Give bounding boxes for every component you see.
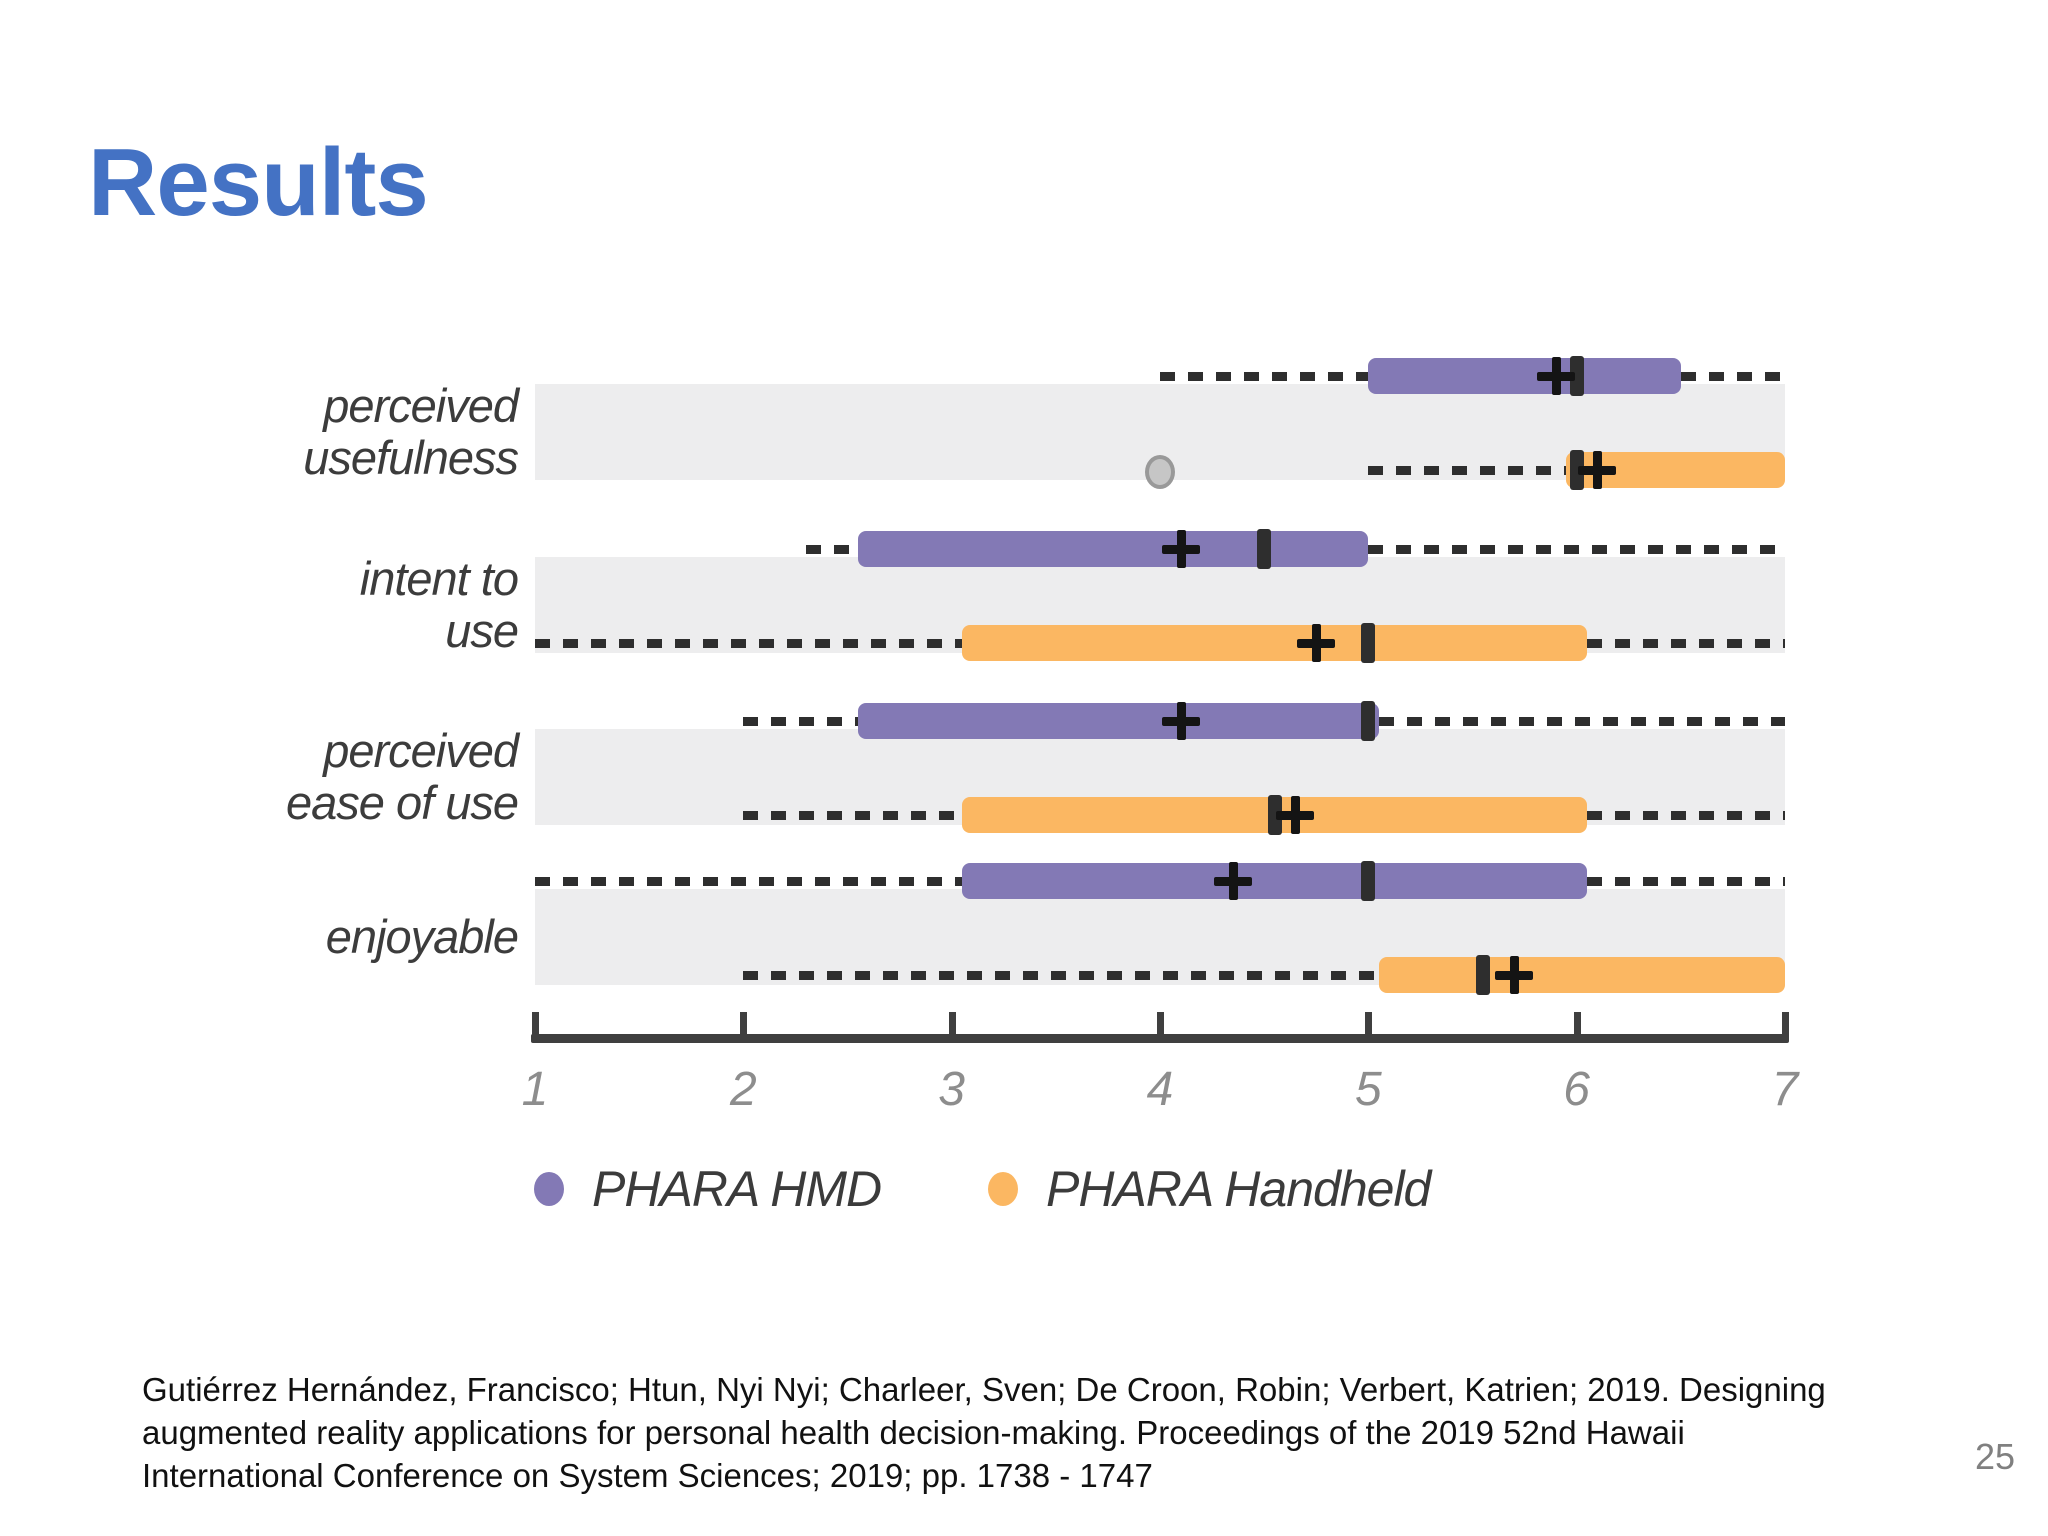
- category-label-line: ease of use: [285, 776, 519, 829]
- mean-marker: [1213, 862, 1252, 900]
- legend-label: PHARA HMD: [592, 1161, 882, 1217]
- x-axis-tick: [1365, 1012, 1373, 1038]
- box-handheld: [962, 625, 1588, 661]
- median-mark: [1257, 529, 1272, 569]
- citation: Gutiérrez Hernández, Francisco; Htun, Ny…: [142, 1368, 1826, 1497]
- box-hmd: [857, 531, 1369, 567]
- x-axis-tick: [532, 1012, 539, 1038]
- category-label: enjoyable: [100, 910, 519, 963]
- x-axis-tick-label: 4: [1146, 1063, 1174, 1116]
- x-axis-tick: [1573, 1012, 1581, 1038]
- category-label-line: usefulness: [303, 431, 519, 484]
- whisker-high: [1587, 639, 1785, 648]
- whisker-high: [1680, 372, 1785, 381]
- whisker-low: [743, 717, 858, 726]
- category-label-line: perceived: [323, 724, 519, 777]
- x-axis-tick: [948, 1012, 956, 1038]
- x-axis-tick-label: 6: [1563, 1063, 1590, 1116]
- whisker-low: [743, 811, 963, 820]
- legend-label: PHARA Handheld: [1046, 1161, 1431, 1217]
- category-label-line: enjoyable: [325, 910, 519, 963]
- median-mark: [1569, 450, 1584, 490]
- whisker-low: [805, 545, 858, 554]
- citation-line: Gutiérrez Hernández, Francisco; Htun, Ny…: [142, 1371, 1826, 1408]
- box-hmd: [962, 863, 1588, 899]
- box-handheld: [1378, 957, 1785, 993]
- mean-marker: [1161, 702, 1200, 740]
- whisker-high: [1378, 717, 1785, 726]
- legend-dot-handheld: [988, 1172, 1018, 1206]
- citation-line: International Conference on System Scien…: [142, 1457, 1153, 1494]
- mean-marker: [1495, 956, 1534, 994]
- category-label: intent to use: [100, 552, 519, 657]
- whisker-high: [1368, 545, 1785, 554]
- category-label: perceived usefulness: [100, 379, 519, 484]
- x-axis-tick-label: 5: [1354, 1063, 1382, 1116]
- mean-marker: [1297, 624, 1336, 662]
- category-label: perceived ease of use: [100, 724, 519, 829]
- median-mark: [1475, 955, 1490, 995]
- mean-marker: [1161, 530, 1200, 568]
- mean-marker: [1536, 357, 1575, 395]
- box-hmd: [857, 703, 1379, 739]
- whisker-low: [1159, 372, 1369, 381]
- mean-marker: [1276, 796, 1315, 834]
- whisker-low: [535, 877, 963, 886]
- whisker-high: [1587, 877, 1785, 886]
- category-label-line: use: [445, 604, 519, 657]
- x-axis-tick: [740, 1012, 748, 1038]
- x-axis-tick-label: 1: [521, 1063, 549, 1116]
- legend-dot-hmd: [534, 1172, 564, 1206]
- whisker-low: [535, 639, 963, 648]
- citation-line: augmented reality applications for perso…: [142, 1414, 1685, 1451]
- x-axis-tick-label: 2: [729, 1063, 757, 1116]
- x-axis-tick-label: 3: [938, 1063, 965, 1116]
- outlier-point: [1144, 455, 1175, 489]
- page-number: 25: [1975, 1436, 2016, 1477]
- median-mark: [1361, 701, 1376, 741]
- median-mark: [1267, 795, 1282, 835]
- median-mark: [1361, 623, 1376, 663]
- whisker-low: [1368, 466, 1567, 475]
- whisker-low: [743, 971, 1379, 980]
- x-axis-line: [531, 1034, 1789, 1043]
- mean-marker: [1578, 451, 1617, 489]
- median-mark: [1569, 356, 1584, 396]
- category-label-line: perceived: [323, 379, 519, 432]
- category-label-line: intent to: [359, 552, 519, 605]
- x-axis-tick-label: 7: [1771, 1063, 1799, 1116]
- x-axis-tick: [1781, 1012, 1789, 1038]
- page-title: Results: [88, 129, 429, 236]
- whisker-high: [1587, 811, 1785, 820]
- box-hmd: [1368, 358, 1681, 394]
- x-axis-tick: [1156, 1012, 1164, 1038]
- median-mark: [1361, 861, 1376, 901]
